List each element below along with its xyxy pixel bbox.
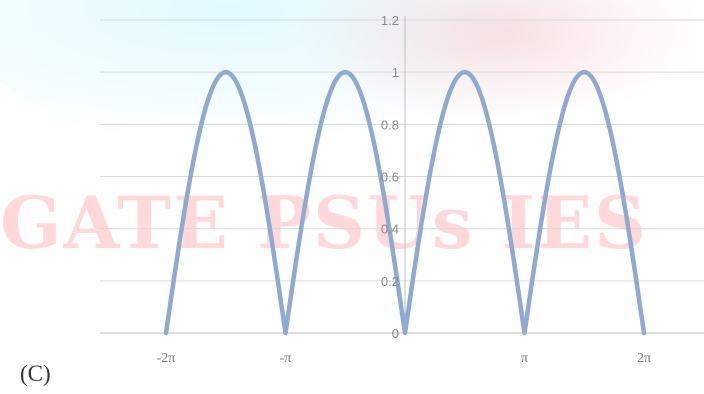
y-tick-label: 0.6	[381, 170, 399, 185]
x-tick-label: π	[521, 351, 528, 366]
y-tick-label: 0.8	[381, 117, 399, 132]
y-tick-label: 0	[392, 326, 399, 341]
y-tick-label: 0.2	[381, 274, 399, 289]
y-tick-label: 1.2	[381, 13, 399, 28]
series-line	[163, 69, 647, 336]
x-tick-label: -π	[280, 351, 292, 366]
x-tick-label: -2π	[157, 351, 176, 366]
y-tick-label: 0.4	[381, 222, 399, 237]
x-tick-label: 2π	[637, 351, 651, 366]
y-tick-label: 1	[392, 65, 399, 80]
watermark-logo-shape	[280, 0, 704, 130]
option-label: (C)	[20, 361, 51, 386]
